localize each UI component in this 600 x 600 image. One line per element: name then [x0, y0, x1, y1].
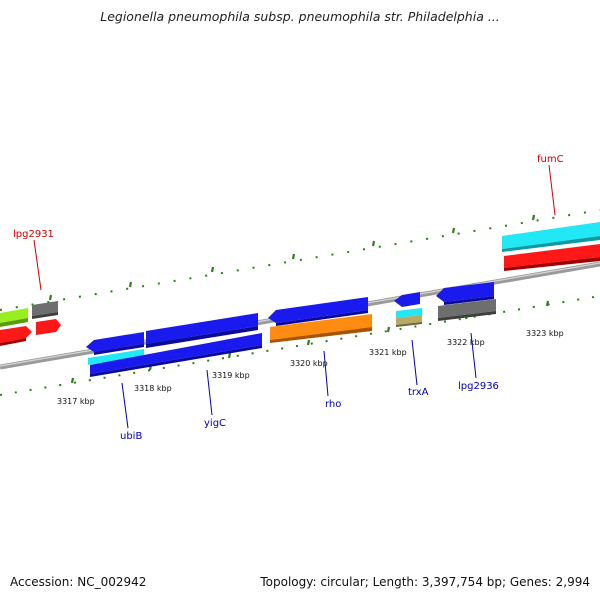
map-title: Legionella pneumophila subsp. pneumophil…: [100, 9, 500, 24]
gene-features-reverse[interactable]: [0, 299, 496, 377]
gene-blue-ubiB[interactable]: [86, 332, 144, 352]
gene-labels: lpg2931 fumC ubiB yigC rho trxA lpg2936: [13, 154, 564, 442]
tick-label-3317: 3317 kbp: [57, 397, 95, 406]
gene-olive-trxA[interactable]: [396, 315, 422, 325]
tick-label-3318: 3318 kbp: [134, 384, 172, 393]
gene-gray-left[interactable]: [32, 301, 58, 316]
gene-red-left[interactable]: [0, 326, 32, 343]
tick-label-3322: 3322 kbp: [447, 338, 485, 347]
genome-summary: Topology: circular; Length: 3,397,754 bp…: [260, 575, 590, 589]
gene-cyan-fumC[interactable]: [502, 222, 600, 249]
gene-gray-lpg2936[interactable]: [438, 299, 496, 318]
gene-blue-lpg2936[interactable]: [436, 282, 494, 302]
gene-features-forward[interactable]: [0, 222, 600, 348]
label-leaders: [33, 164, 556, 429]
gene-blue-rho-upper[interactable]: [268, 297, 368, 323]
gene-blue-trxA[interactable]: [394, 292, 420, 307]
gene-label-rho[interactable]: rho: [325, 399, 341, 410]
gene-orange-rho[interactable]: [270, 314, 372, 340]
gene-label-lpg2936[interactable]: lpg2936: [458, 381, 499, 392]
gene-label-lpg2931[interactable]: lpg2931: [13, 229, 54, 240]
kbp-labels: 3317 kbp 3318 kbp 3319 kbp 3320 kbp 3321…: [57, 329, 564, 406]
accession-label: Accession: NC_002942: [10, 575, 147, 589]
gene-blue-long-lower[interactable]: [90, 333, 262, 374]
tick-label-3319: 3319 kbp: [212, 371, 250, 380]
gene-blue-yigC-upper[interactable]: [146, 313, 258, 344]
tick-label-3320: 3320 kbp: [290, 359, 328, 368]
gene-red-fumC[interactable]: [504, 244, 600, 268]
gene-cyan-ubiB[interactable]: [88, 349, 144, 365]
gene-label-trxA[interactable]: trxA: [408, 387, 429, 398]
upper-major-ticks: [48, 214, 536, 301]
gene-label-yigC[interactable]: yigC: [204, 418, 226, 429]
tick-label-3323: 3323 kbp: [526, 329, 564, 338]
gene-cyan-trxA[interactable]: [396, 308, 422, 318]
gene-red-small[interactable]: [36, 319, 61, 335]
gene-label-fumC[interactable]: fumC: [537, 154, 564, 165]
upper-tick-ring: [0, 209, 600, 311]
tick-label-3321: 3321 kbp: [369, 348, 407, 357]
gene-label-ubiB[interactable]: ubiB: [120, 431, 142, 442]
